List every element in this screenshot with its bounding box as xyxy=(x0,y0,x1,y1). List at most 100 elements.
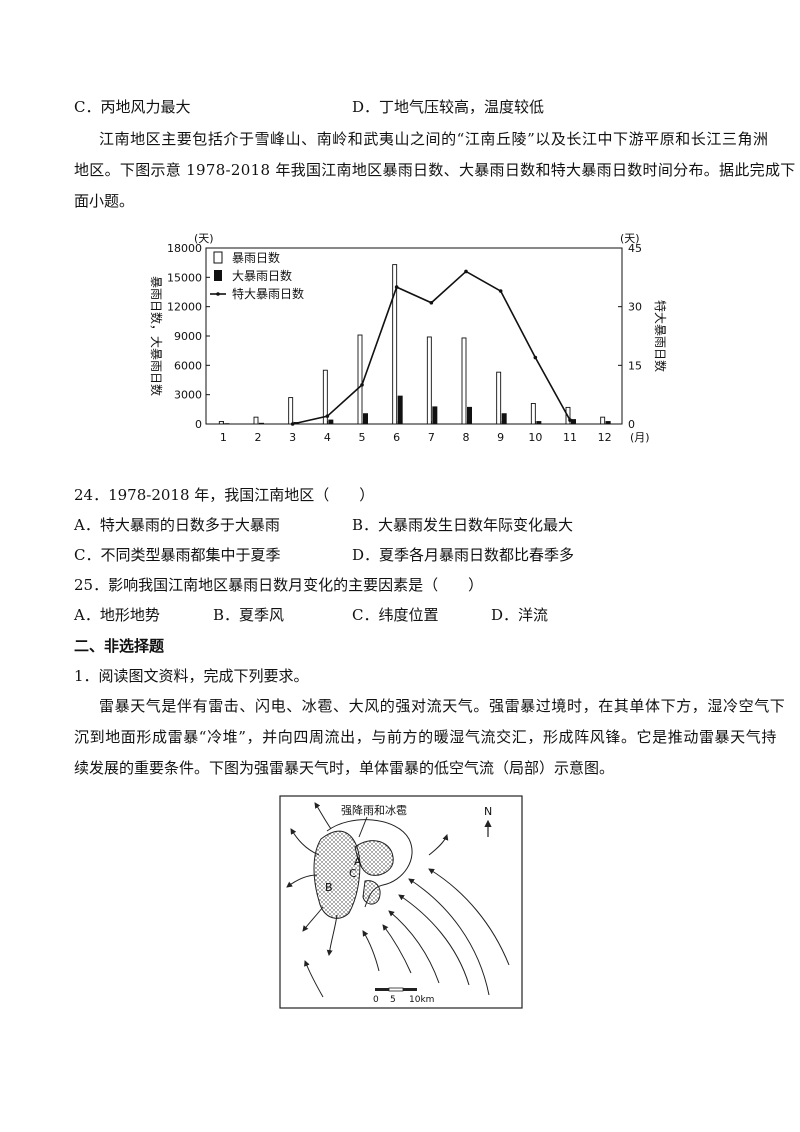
left-tick-label: 12000 xyxy=(167,301,202,314)
bar-heavy-rainstorm-days xyxy=(501,413,507,424)
scale-label-5: 5 xyxy=(390,995,396,1005)
bar-rainstorm-days xyxy=(461,337,467,425)
outflow-arrow-ne xyxy=(428,834,449,856)
rain-leader-line xyxy=(358,816,368,838)
q25-option-d: D．洋流 xyxy=(491,606,549,624)
bar-rainstorm-days xyxy=(322,369,328,425)
section-title: 二、非选择题 xyxy=(74,637,165,655)
left-tick-label: 9000 xyxy=(174,330,202,343)
left-tick-label: 6000 xyxy=(174,359,202,372)
scale-label-10km: 10km xyxy=(409,995,434,1005)
x-tick-label: 7 xyxy=(428,431,435,444)
question-1-prompt: 1．阅读图文资料，完成下列要求。 xyxy=(74,667,309,685)
point-c-label: C xyxy=(349,867,357,880)
right-tick-label: 45 xyxy=(628,242,642,255)
bar-heavy-rainstorm-days xyxy=(432,406,438,424)
right-tick-label: 30 xyxy=(628,301,642,314)
q25-option-c: C．纬度位置 xyxy=(352,606,439,624)
gust-front-line xyxy=(326,819,413,908)
inflow-arrow-1 xyxy=(408,878,490,996)
bar-heavy-rainstorm-days xyxy=(224,423,230,424)
q24-option-a: A．特大暴雨的日数多于大暴雨 xyxy=(74,516,280,534)
x-tick-label: 4 xyxy=(324,431,331,444)
x-tick-label: 8 xyxy=(463,431,470,444)
inflow-arrow-4 xyxy=(382,924,412,974)
bar-heavy-rainstorm-days xyxy=(328,419,334,424)
inflow-arrow-5 xyxy=(362,930,380,972)
point-extreme-rainstorm-days xyxy=(325,414,330,418)
left-axis-title: 暴雨日数，大暴雨日数 xyxy=(149,276,164,396)
bar-rainstorm-days xyxy=(392,264,398,425)
q24-option-c: C．不同类型暴雨都集中于夏季 xyxy=(74,546,281,564)
diagram-frame xyxy=(279,795,523,1009)
bar-rainstorm-days xyxy=(253,416,259,425)
point-extreme-rainstorm-days xyxy=(498,289,503,293)
hail-zone xyxy=(354,840,394,876)
bar-heavy-rainstorm-days xyxy=(259,422,264,424)
legend-swatch-heavy xyxy=(214,270,222,281)
outflow-arrow-s xyxy=(326,914,338,956)
intro-line-2: 地区。下图示意 1978-2018 年我国江南地区暴雨日数、大暴雨日数和特大暴雨… xyxy=(74,161,796,179)
point-extreme-rainstorm-days xyxy=(464,269,468,274)
right-axis-title: 特大暴雨日数 xyxy=(653,300,668,372)
left-tick-label: 0 xyxy=(195,418,202,431)
inflow-arrow-6 xyxy=(304,960,324,998)
left-tick-label: 15000 xyxy=(167,271,202,284)
precipitation-core xyxy=(313,830,361,919)
x-tick-label: 6 xyxy=(393,431,400,444)
right-unit-label: (天) xyxy=(620,232,640,245)
q25-stem: 25．影响我国江南地区暴雨日数月变化的主要因素是（ ） xyxy=(74,576,484,594)
bar-heavy-rainstorm-days xyxy=(397,395,403,424)
bar-rainstorm-days xyxy=(357,334,363,425)
x-tick-label: 5 xyxy=(359,431,366,444)
x-unit-label: (月) xyxy=(630,431,650,444)
left-unit-label: (天) xyxy=(194,232,214,245)
rain-label: 强降雨和冰雹 xyxy=(341,803,407,817)
inflow-arrow-3 xyxy=(388,910,440,984)
thunderstorm-airflow-diagram: 强降雨和冰雹 A C B N 0 5 10km xyxy=(279,795,523,1009)
rain-label-box xyxy=(339,803,419,817)
right-tick-label: 0 xyxy=(628,418,635,431)
option-d-prev: D．丁地气压较高，温度较低 xyxy=(352,98,545,116)
x-tick-label: 9 xyxy=(497,431,504,444)
outflow-arrow-w xyxy=(286,874,318,888)
bar-rainstorm-days xyxy=(288,397,294,425)
point-extreme-rainstorm-days xyxy=(360,383,364,387)
scale-bar-segment-1 xyxy=(375,988,389,991)
thunderstorm-para-line-2: 沉到地面形成雷暴“冷堆”，并向四周流出，与前方的暖湿气流交汇，形成阵风锋。它是推… xyxy=(74,728,777,746)
scale-label-0: 0 xyxy=(373,995,379,1005)
x-tick-label: 2 xyxy=(255,431,262,444)
legend-label-heavy: 大暴雨日数 xyxy=(232,268,292,283)
bar-rainstorm-days xyxy=(426,336,432,425)
bar-rainstorm-days xyxy=(496,371,502,425)
x-tick-label: 12 xyxy=(598,431,612,444)
point-b-label: B xyxy=(325,881,333,894)
outflow-arrow-nw xyxy=(290,828,320,856)
inflow-arrow-7 xyxy=(428,868,510,966)
point-a-label: A xyxy=(354,855,362,868)
intro-line-3: 面小题。 xyxy=(74,192,135,210)
legend-swatch-rainstorm xyxy=(213,251,223,264)
right-tick-label: 15 xyxy=(628,359,642,372)
legend-label-extreme: 特大暴雨日数 xyxy=(232,286,304,301)
left-tick-label: 3000 xyxy=(174,389,202,402)
intro-line-1: 江南地区主要包括介于雪峰山、南岭和武夷山之间的“江南丘陵”以及长江中下游平原和长… xyxy=(99,130,769,148)
outflow-arrow-n xyxy=(314,802,332,830)
legend-label-rainstorm: 暴雨日数 xyxy=(232,250,280,265)
q25-option-a: A．地形地势 xyxy=(74,606,160,624)
scale-bar-segment-2 xyxy=(388,987,404,992)
q24-option-b: B．大暴雨发生日数年际变化最大 xyxy=(352,516,574,534)
x-tick-label: 3 xyxy=(289,431,296,444)
bar-rainstorm-days xyxy=(530,403,536,425)
bar-heavy-rainstorm-days xyxy=(363,413,368,424)
x-tick-label: 10 xyxy=(528,431,542,444)
bar-heavy-rainstorm-days xyxy=(605,421,611,424)
q24-stem: 24．1978-2018 年，我国江南地区（ ） xyxy=(74,486,375,504)
point-extreme-rainstorm-days xyxy=(394,285,399,289)
legend-marker-extreme xyxy=(216,292,220,296)
bar-rainstorm-days xyxy=(600,416,606,425)
thunderstorm-para-line-1: 雷暴天气是伴有雷击、闪电、冰雹、大风的强对流天气。强雷暴过境时，在其单体下方，湿… xyxy=(99,697,786,715)
x-tick-label: 1 xyxy=(220,431,227,444)
inflow-arrow-2 xyxy=(398,894,470,986)
